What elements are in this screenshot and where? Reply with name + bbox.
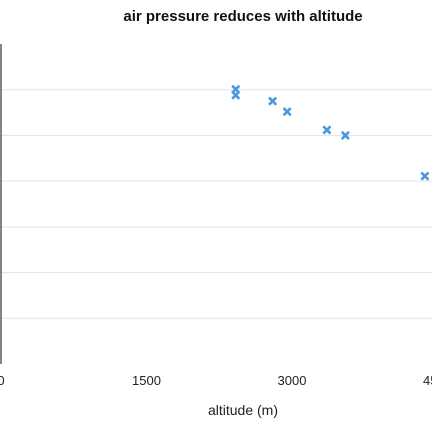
x-tick-label: 3000 <box>278 373 307 388</box>
x-tick-label: 4500 <box>423 373 432 388</box>
data-point <box>322 125 332 135</box>
data-point <box>340 130 350 140</box>
data-points <box>231 84 430 181</box>
data-point <box>231 84 241 94</box>
data-point <box>420 171 430 181</box>
chart-title: air pressure reduces with altitude <box>123 8 363 25</box>
x-tick-label: 0 <box>0 373 5 388</box>
data-point <box>282 107 292 117</box>
x-tick-label: 1500 <box>132 373 161 388</box>
x-axis-title: altitude (m) <box>208 402 278 418</box>
gridlines <box>1 89 432 319</box>
x-tick-labels: 0 1500 3000 4500 <box>0 373 432 388</box>
data-point <box>268 96 278 106</box>
